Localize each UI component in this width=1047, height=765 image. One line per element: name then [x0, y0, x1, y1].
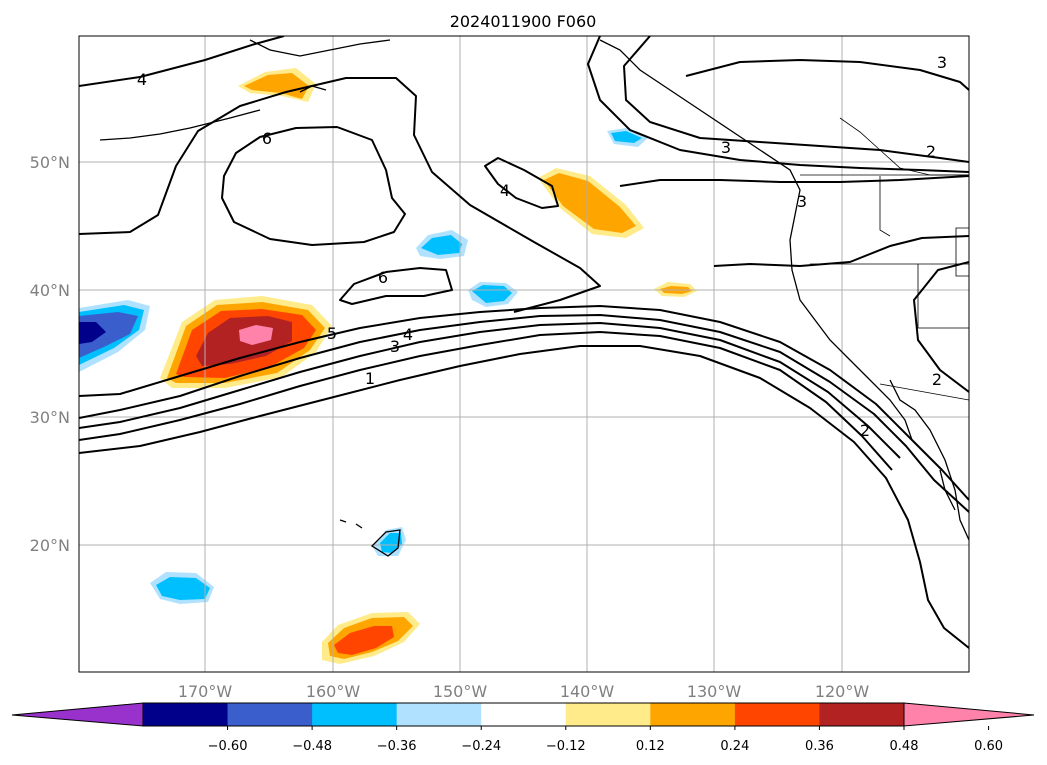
contour-label: 4 — [500, 181, 510, 200]
longitude-label: 170°W — [178, 682, 233, 701]
contour-label: 3 — [721, 138, 731, 157]
colorbar-tick-label: −0.24 — [461, 739, 501, 754]
contour-label: 6 — [262, 129, 272, 148]
colorbar-tick-label: −0.12 — [546, 739, 586, 754]
longitude-label: 130°W — [687, 682, 742, 701]
latitude-label: 30°N — [30, 408, 70, 427]
colorbar-tick-label: 0.48 — [890, 739, 919, 754]
contour-label: 3 — [937, 53, 947, 72]
colorbar-ticks: −0.60 −0.48 −0.36 −0.24 −0.12 0.12 0.24 0.36 0.4… — [208, 726, 1003, 754]
longitude-label: 140°W — [560, 682, 615, 701]
shaded-anomaly-areas — [79, 68, 697, 664]
colorbar-swatches — [12, 703, 1034, 726]
negative-anomaly-area — [79, 322, 106, 344]
latitude-labels: 50°N 40°N 30°N 20°N — [30, 153, 70, 555]
colorbar-swatch — [481, 703, 567, 726]
contour-lines — [79, 36, 969, 649]
contour-label: 5 — [327, 324, 337, 343]
negative-anomaly-area — [380, 533, 402, 553]
contour-label: 4 — [403, 325, 413, 344]
map-panel — [78, 35, 970, 673]
colorbar-tick-label: −0.60 — [208, 739, 248, 754]
contour-label: 3 — [390, 337, 400, 356]
contour-label: 1 — [365, 369, 375, 388]
latitude-label: 20°N — [30, 536, 70, 555]
colorbar: −0.60 −0.48 −0.36 −0.24 −0.12 0.12 0.24 0.36 0.4… — [11, 702, 1035, 754]
coastlines — [99, 39, 969, 557]
colorbar-swatch — [819, 703, 905, 726]
colorbar-tick-label: −0.36 — [377, 739, 417, 754]
longitude-labels: 170°W 160°W 150°W 140°W 130°W 120°W — [178, 682, 870, 701]
contour-label: 3 — [797, 192, 807, 211]
contour-label: 2 — [926, 142, 936, 161]
latitude-label: 40°N — [30, 281, 70, 300]
contour-label: 2 — [860, 421, 870, 440]
negative-anomaly-area — [421, 235, 462, 255]
contour-label: 6 — [378, 268, 388, 287]
negative-anomaly-area — [611, 131, 642, 143]
figure-title: 2024011900 F060 — [450, 12, 597, 31]
political-borders — [800, 117, 969, 401]
colorbar-swatch — [143, 703, 229, 726]
colorbar-swatch — [650, 703, 736, 726]
contour-label: 2 — [932, 370, 942, 389]
positive-anomaly-area — [334, 626, 394, 655]
colorbar-tick-label: 0.36 — [805, 739, 834, 754]
contour-label-group: 4 6 4 6 5 4 3 1 3 2 3 3 2 2 — [137, 53, 947, 440]
colorbar-swatch — [565, 703, 651, 726]
colorbar-swatch — [904, 703, 1034, 726]
longitude-label: 120°W — [815, 682, 870, 701]
latitude-label: 50°N — [30, 153, 70, 172]
colorbar-tick-label: −0.48 — [292, 739, 332, 754]
colorbar-frame — [142, 702, 905, 727]
negative-anomaly-area — [156, 577, 210, 600]
colorbar-swatch — [227, 703, 313, 726]
positive-anomaly-area — [239, 325, 273, 345]
colorbar-tick-label: 0.24 — [720, 739, 749, 754]
colorbar-tick-label: 0.60 — [974, 739, 1003, 754]
colorbar-swatch — [734, 703, 820, 726]
contour-label: 4 — [137, 70, 147, 89]
positive-anomaly-area — [544, 173, 636, 233]
colorbar-swatch — [312, 703, 398, 726]
map-frame — [78, 35, 970, 673]
graticule — [79, 36, 969, 672]
positive-anomaly-area — [244, 73, 309, 99]
longitude-label: 160°W — [306, 682, 361, 701]
colorbar-tick-label: 0.12 — [636, 739, 665, 754]
colorbar-swatch — [12, 703, 143, 726]
colorbar-swatch — [396, 703, 482, 726]
longitude-label: 150°W — [433, 682, 488, 701]
